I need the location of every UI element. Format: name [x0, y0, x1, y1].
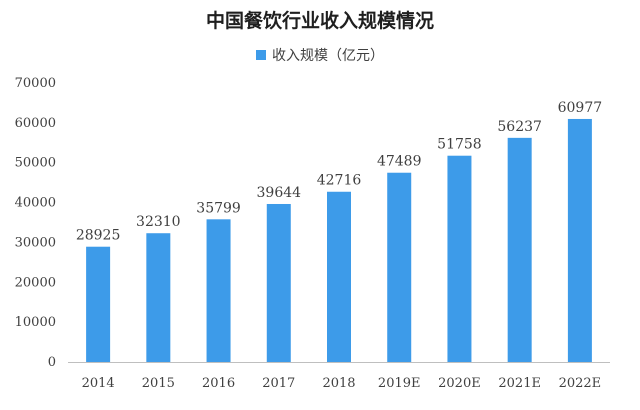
y-tick-label: 0 [48, 355, 56, 370]
y-tick-label: 30000 [15, 235, 56, 250]
x-tick-label: 2021E [498, 376, 541, 391]
data-label: 47489 [377, 154, 422, 170]
data-label: 42716 [317, 173, 362, 189]
bar [86, 246, 111, 362]
data-label: 28925 [76, 228, 121, 244]
y-tick-label: 70000 [15, 76, 56, 91]
x-tick-label: 2022E [559, 376, 602, 391]
legend-label: 收入规模（亿元） [272, 48, 384, 64]
data-label: 51758 [437, 137, 482, 153]
bar [266, 203, 291, 362]
legend-swatch [256, 50, 266, 60]
y-tick-label: 60000 [15, 116, 56, 131]
x-tick-label: 2015 [142, 376, 175, 391]
bar [387, 172, 412, 362]
y-tick-label: 10000 [15, 315, 56, 330]
x-tick-label: 2016 [202, 376, 235, 391]
y-tick-label: 50000 [15, 156, 56, 171]
data-label: 56237 [497, 119, 542, 135]
x-tick-label: 2020E [438, 376, 481, 391]
chart-title: 中国餐饮行业收入规模情况 [205, 10, 434, 32]
x-tick-label: 2018 [322, 376, 355, 391]
bar [567, 118, 592, 362]
bar [206, 219, 231, 362]
x-tick-label: 2014 [82, 376, 115, 391]
x-tick-label: 2019E [378, 376, 421, 391]
legend: 收入规模（亿元） [0, 45, 640, 65]
x-tick-label: 2017 [262, 376, 295, 391]
data-label: 35799 [196, 200, 241, 216]
bar [507, 137, 532, 362]
data-label: 39644 [257, 185, 302, 201]
data-label: 60977 [558, 100, 603, 116]
bar [146, 233, 171, 362]
y-tick-label: 40000 [15, 196, 56, 211]
bar [447, 155, 472, 362]
bar [327, 191, 351, 362]
data-label: 32310 [136, 214, 181, 230]
y-tick-label: 20000 [15, 275, 56, 290]
